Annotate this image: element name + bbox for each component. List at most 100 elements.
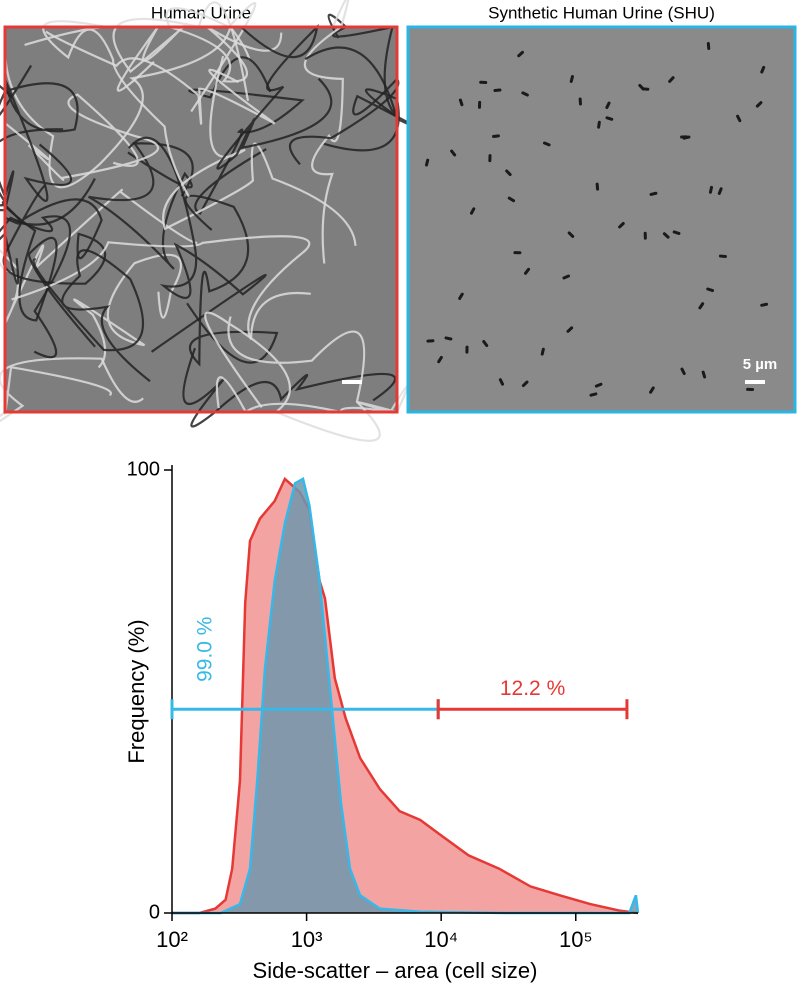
x-tick-label: 10⁴ bbox=[424, 927, 458, 952]
filament bbox=[2, 184, 107, 285]
cell bbox=[597, 120, 601, 129]
cell bbox=[746, 387, 755, 392]
cell bbox=[469, 207, 476, 215]
cell bbox=[450, 149, 457, 157]
cell bbox=[701, 370, 707, 379]
filament bbox=[32, 249, 151, 383]
filament bbox=[184, 194, 279, 367]
cell bbox=[513, 251, 522, 255]
filament bbox=[303, 0, 350, 264]
cell bbox=[649, 386, 655, 394]
cell bbox=[493, 88, 502, 92]
cell bbox=[643, 231, 647, 240]
filament bbox=[11, 235, 311, 340]
filament bbox=[0, 85, 96, 226]
cell bbox=[492, 134, 500, 138]
cell bbox=[680, 135, 689, 139]
cell bbox=[498, 378, 505, 386]
filament bbox=[0, 357, 144, 423]
cell bbox=[736, 114, 742, 123]
filament bbox=[204, 311, 381, 442]
area-line bbox=[172, 476, 639, 915]
cell bbox=[540, 347, 545, 356]
cell bbox=[605, 101, 611, 110]
cell bbox=[482, 340, 489, 348]
cell bbox=[638, 83, 645, 91]
cell bbox=[566, 326, 574, 333]
filament bbox=[188, 56, 305, 215]
cell bbox=[426, 339, 435, 343]
cell bbox=[578, 97, 582, 106]
cell bbox=[517, 50, 524, 58]
cell bbox=[523, 267, 531, 275]
cell bbox=[444, 336, 453, 341]
cell bbox=[672, 230, 681, 235]
cell bbox=[465, 345, 469, 354]
cell bbox=[425, 158, 430, 167]
y-axis-label: Frequency (%) bbox=[124, 619, 149, 763]
cell bbox=[437, 355, 443, 364]
filament bbox=[165, 2, 283, 113]
cell bbox=[458, 98, 464, 107]
filament bbox=[45, 30, 276, 125]
cell bbox=[718, 254, 727, 259]
filament bbox=[216, 23, 333, 170]
gate-label: 12.2 % bbox=[500, 677, 565, 700]
cell bbox=[562, 274, 571, 280]
cell bbox=[567, 231, 575, 238]
x-axis-label: Side-scatter – area (cell size) bbox=[253, 958, 538, 983]
cell bbox=[477, 100, 482, 109]
panel-border bbox=[406, 25, 797, 414]
micrograph bbox=[408, 27, 795, 412]
filament bbox=[215, 376, 409, 414]
cell bbox=[662, 232, 670, 239]
cell bbox=[668, 76, 675, 83]
gate-label: 99.0 % bbox=[194, 617, 217, 682]
filament bbox=[162, 55, 357, 246]
filament bbox=[0, 64, 79, 202]
cell bbox=[458, 292, 464, 300]
scale-bar bbox=[342, 380, 362, 384]
cell bbox=[594, 382, 603, 388]
y-tick-label: 0 bbox=[149, 901, 160, 923]
x-tick-label: 10² bbox=[156, 927, 188, 952]
cell bbox=[505, 169, 512, 177]
cell bbox=[479, 80, 488, 85]
filament bbox=[0, 188, 198, 325]
cell bbox=[569, 75, 574, 83]
cell bbox=[717, 187, 723, 195]
area-fill bbox=[172, 478, 638, 913]
cell bbox=[706, 42, 711, 51]
cell bbox=[680, 367, 686, 376]
cell bbox=[706, 287, 715, 293]
cell bbox=[708, 185, 713, 194]
y-tick-label: 100 bbox=[127, 458, 160, 480]
cell bbox=[488, 154, 492, 163]
cell bbox=[760, 65, 766, 74]
cell bbox=[618, 222, 625, 229]
cell bbox=[595, 182, 600, 191]
cell bbox=[649, 191, 658, 196]
cell bbox=[760, 302, 769, 307]
panel-border bbox=[3, 25, 399, 414]
cell bbox=[521, 91, 529, 97]
scale-bar-label: 5 µm bbox=[743, 356, 778, 373]
panel-title: Synthetic Human Urine (SHU) bbox=[488, 3, 715, 22]
scale-bar bbox=[745, 380, 765, 384]
x-tick-label: 10³ bbox=[291, 927, 323, 952]
filament bbox=[288, 46, 421, 166]
cell bbox=[698, 302, 705, 310]
x-tick-label: 10⁵ bbox=[559, 927, 593, 952]
cell bbox=[605, 116, 614, 121]
filament bbox=[73, 253, 182, 369]
filament bbox=[112, 1, 250, 101]
cell bbox=[521, 380, 529, 388]
cell bbox=[755, 101, 763, 108]
filament bbox=[127, 136, 267, 353]
cell bbox=[542, 141, 551, 147]
filament bbox=[182, 347, 396, 428]
filament bbox=[0, 128, 96, 348]
cell bbox=[589, 392, 598, 397]
